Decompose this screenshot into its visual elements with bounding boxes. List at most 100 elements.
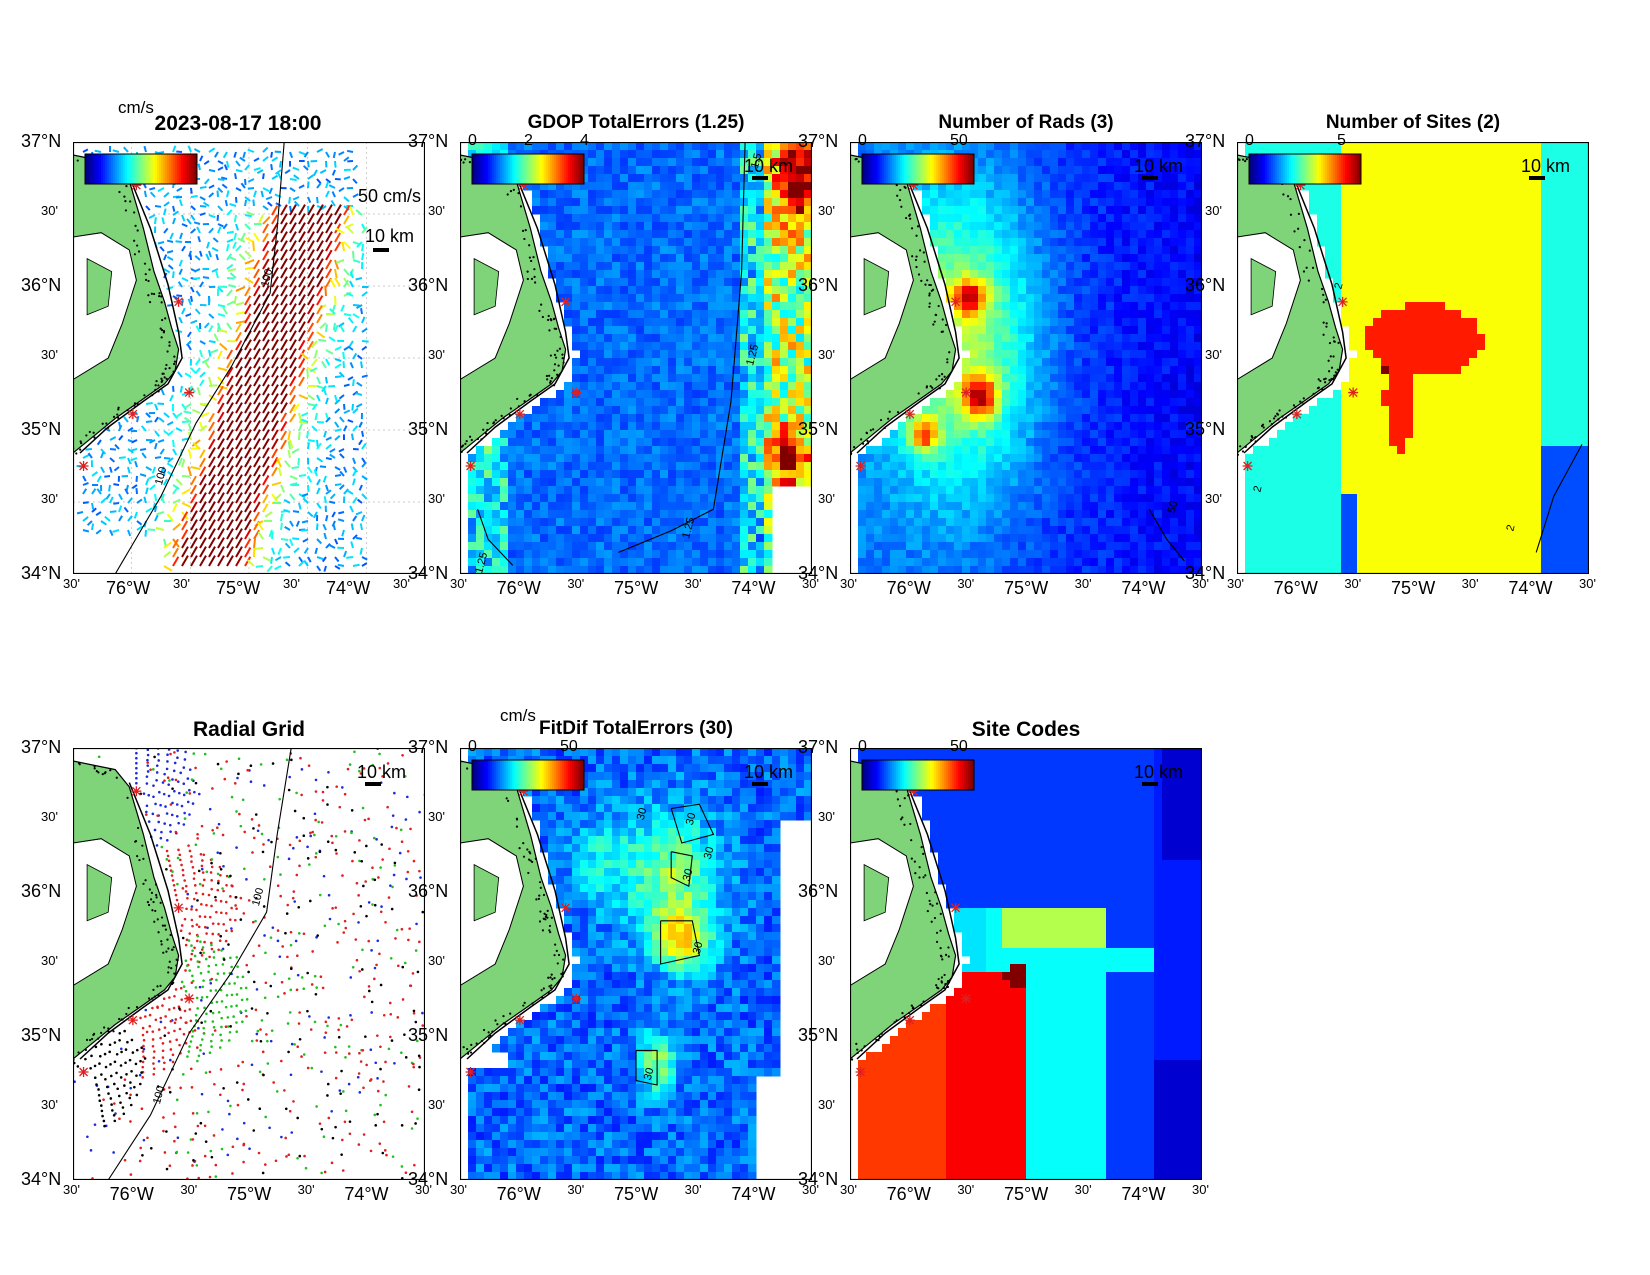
lat-label: 30' [428, 809, 445, 824]
lon-label: 75°W [1004, 578, 1049, 598]
map-canvas [73, 142, 425, 574]
site-marker-icon [78, 461, 89, 471]
map-canvas [1237, 142, 1589, 574]
lon-label: 76°W [496, 578, 541, 598]
panel-gdop [460, 142, 812, 574]
lat-label: 35°N [798, 1025, 839, 1045]
lon-label: 30' [1192, 576, 1209, 591]
site-marker-icon [514, 409, 525, 420]
site-marker-icon [904, 1015, 915, 1026]
site-marker-icon [961, 387, 972, 398]
lat-label: 34°N [21, 1169, 62, 1189]
lat-label: 30' [41, 347, 58, 362]
lon-label: 75°W [227, 1184, 272, 1204]
site-marker-icon [184, 387, 195, 398]
scale-bar-label: 10 km [1134, 762, 1184, 782]
panel-title: 2023-08-17 18:00 [154, 112, 322, 135]
lon-label: 30' [840, 1182, 857, 1197]
lat-label: 36°N [21, 881, 62, 901]
panel-title: GDOP TotalErrors (1.25) [527, 112, 745, 133]
lat-label: 37°N [1185, 131, 1226, 151]
vector-scale-label: 50 cm/s [358, 186, 422, 206]
site-marker-icon [950, 902, 961, 913]
lat-label: 30' [428, 1097, 445, 1112]
lat-label: 34°N [1185, 563, 1226, 583]
panel-fitdif [460, 748, 812, 1180]
lat-label: 30' [428, 491, 445, 506]
lat-label: 35°N [21, 419, 62, 439]
colorbar-tick: 50 [950, 738, 968, 755]
lat-label: 30' [1205, 491, 1222, 506]
site-marker-icon [904, 409, 915, 420]
lon-label: 30' [684, 1182, 702, 1197]
site-marker-icon [961, 993, 972, 1004]
colorbar-tick: 0 [1245, 132, 1254, 149]
lat-label: 34°N [408, 563, 449, 583]
site-marker-icon [950, 296, 961, 307]
lon-label: 30' [802, 1182, 819, 1197]
lat-label: 30' [818, 347, 835, 362]
site-marker-icon [514, 1015, 525, 1026]
lon-label: 30' [567, 576, 585, 591]
site-marker-icon [571, 993, 582, 1004]
lat-label: 37°N [408, 737, 449, 757]
lon-label: 76°W [886, 1184, 931, 1204]
lon-label: 30' [1227, 576, 1244, 591]
lon-label: 30' [1192, 1182, 1209, 1197]
site-marker-icon [173, 296, 184, 307]
lat-label: 37°N [798, 131, 839, 151]
colorbar-tick: 0 [858, 738, 867, 755]
lon-label: 76°W [886, 578, 931, 598]
lon-label: 74°W [326, 578, 371, 598]
map-canvas [850, 748, 1202, 1180]
scale-bar-label: 10 km [1521, 156, 1571, 176]
lat-label: 35°N [21, 1025, 62, 1045]
panel-title: Number of Rads (3) [938, 112, 1114, 133]
lat-label: 30' [818, 1097, 835, 1112]
site-marker-icon [855, 461, 866, 471]
panel-title: Number of Sites (2) [1325, 112, 1501, 133]
scale-bar-label: 10 km [744, 762, 794, 782]
site-marker-icon [127, 409, 138, 420]
lon-label: 30' [840, 576, 857, 591]
lon-label: 30' [297, 1182, 315, 1197]
lat-label: 30' [41, 953, 58, 968]
site-marker-icon [184, 993, 195, 1004]
lat-label: 30' [818, 809, 835, 824]
colorbar-tick: 50 [560, 738, 578, 755]
lat-label: 30' [818, 491, 835, 506]
lat-label: 35°N [408, 1025, 449, 1045]
colorbar-tick: 0 [858, 132, 867, 149]
colorbar-tick: 2 [524, 132, 533, 149]
lon-label: 30' [1461, 576, 1479, 591]
lon-label: 30' [802, 576, 819, 591]
panel-title: Site Codes [971, 718, 1081, 741]
lon-label: 76°W [496, 1184, 541, 1204]
map-canvas [73, 748, 425, 1180]
site-marker-icon [560, 296, 571, 307]
lon-label: 30' [393, 576, 410, 591]
map-canvas [460, 748, 812, 1180]
lat-label: 30' [818, 203, 835, 218]
lon-label: 30' [450, 576, 467, 591]
site-marker-icon [465, 461, 476, 471]
lon-label: 30' [63, 576, 80, 591]
lon-label: 76°W [106, 578, 151, 598]
scale-bar-label: 10 km [1134, 156, 1184, 176]
lon-label: 76°W [1273, 578, 1318, 598]
lon-label: 30' [1579, 576, 1596, 591]
lon-label: 74°W [1121, 1184, 1166, 1204]
lon-label: 30' [1344, 576, 1362, 591]
site-marker-icon [855, 1067, 866, 1077]
lat-label: 30' [1205, 203, 1222, 218]
map-canvas [460, 142, 812, 574]
site-marker-icon [465, 1067, 476, 1077]
site-marker-icon [560, 902, 571, 913]
lon-label: 30' [957, 576, 975, 591]
scale-bar-label: 10 km [357, 762, 407, 782]
lat-label: 34°N [798, 563, 839, 583]
lon-label: 76°W [109, 1184, 154, 1204]
site-marker-icon [1348, 387, 1359, 398]
panel-currents [73, 142, 425, 574]
panel-sitecodes [850, 748, 1202, 1180]
